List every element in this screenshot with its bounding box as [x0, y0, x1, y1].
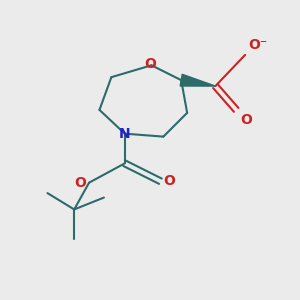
Text: O: O — [144, 57, 156, 71]
Text: O⁻: O⁻ — [248, 38, 267, 52]
Text: O: O — [241, 113, 253, 127]
Text: O: O — [74, 176, 86, 190]
Text: N: N — [119, 127, 130, 141]
Text: O: O — [164, 174, 175, 188]
Polygon shape — [180, 74, 215, 86]
